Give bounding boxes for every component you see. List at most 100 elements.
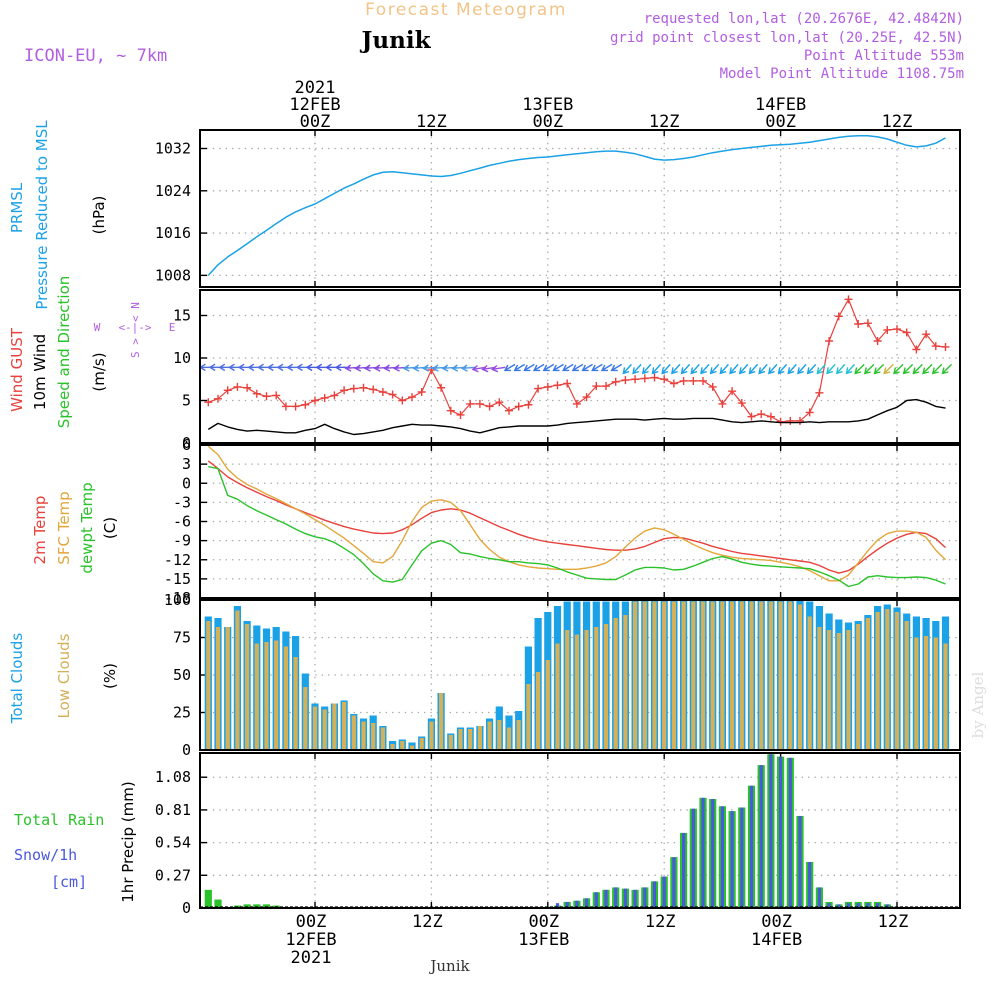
wind-arrow [514,363,526,371]
wind-arrow [807,363,817,374]
precip-unit: 1hr Precip (mm) [119,781,137,902]
wind-unit: (m/s) [90,352,108,391]
gust-marker [572,399,581,408]
snow-bar [643,887,647,908]
wind-arrow-head [777,367,785,375]
wind-arrow-head [471,364,479,373]
gust-marker [718,399,727,408]
gust-marker [902,328,911,337]
snow-bar [652,881,657,908]
snow-bar [749,785,754,908]
low-cloud-bar [361,721,366,750]
wind-arrow-head [460,364,468,372]
snow-bar [788,757,792,908]
low-cloud-bar [594,627,599,750]
low-cloud-bar [924,636,929,750]
y-tick-label: 0 [182,474,191,492]
low-cloud-bar [720,601,725,750]
low-cloud-bar [497,720,502,750]
wind-arrow-head [600,364,608,372]
snow-bar [623,888,627,908]
low-cloud-bar [254,643,259,750]
gust-marker [543,382,552,391]
wind-arrow-head [651,367,659,375]
snow-bar [837,904,841,908]
gust-marker [233,382,242,391]
gust-marker [941,342,950,351]
wind-arrow-head [661,367,669,375]
total-clouds-label: Total Clouds [8,633,26,725]
low-cloud-bar [885,609,890,750]
gust-marker [223,386,232,395]
wind-arrow [922,363,933,374]
wind-arrow-head [218,363,226,372]
wind-arrow-head [893,367,900,375]
gust-marker [466,399,475,408]
wind-arrow [642,363,652,374]
wind-arrow-head [305,363,313,372]
wind-arrow-head [787,367,795,375]
low-cloud-bar [293,657,298,750]
low-cloud-bar [749,601,754,750]
wind-arrow-head [562,364,570,372]
low-cloud-bar [662,601,667,750]
low-cloud-bar [914,637,919,750]
wind-arrow-head [373,364,381,372]
low-cloud-bar [351,715,356,750]
gust-marker [592,382,601,391]
low-cloud-bar [875,612,880,750]
wind-arrow-head [826,367,834,375]
low-cloud-bar [865,618,870,750]
wind-arrow [739,363,749,374]
wind-arrow-head [922,367,930,375]
bottom-time-label: 00Z [296,912,327,932]
y-tick-label: -6 [173,513,191,531]
low-cloud-bar [332,703,337,750]
gust-marker [931,342,940,351]
compass-arrows: <-|-> [118,321,151,334]
pressure-series [207,135,946,276]
wind-arrow-head [503,364,511,372]
wind-arrow-head [700,367,707,375]
y-tick-label: 10 [173,349,191,367]
rain-bar [214,899,222,908]
gust-marker [699,376,707,385]
snow-bar [846,903,851,908]
low-cloud-bar [283,646,288,750]
gust-marker [863,319,872,328]
gust-marker [301,400,310,409]
wind-arrow-head [632,367,640,375]
snow-bar [866,903,870,908]
compass-north: < N [129,302,142,322]
wind-arrow [768,363,778,374]
gust-marker [378,388,387,396]
wind-arrow [601,363,613,371]
low-cloud-bar [613,618,618,750]
wind-arrow-head [873,367,881,375]
wind-arrow [681,363,691,374]
top-time-label: 12Z [882,112,913,132]
snow-bar [565,901,569,908]
wind-arrow-head [354,364,362,372]
y-tick-label: 0.54 [155,834,191,852]
wind-arrow-head [748,367,756,375]
low-cloud-bar [584,630,589,750]
y-tick-label: 0 [182,741,191,759]
wind-arrow-head [571,364,579,372]
gust-marker [524,400,533,409]
gust-marker [340,386,349,395]
wind-arrow [690,363,700,374]
panel-frame [199,752,961,909]
wind-arrow-head [363,364,371,372]
y-tick-label: 6 [182,436,191,454]
top-time-label: 12FEB [289,95,340,115]
wind-arrow-head [334,363,342,372]
bottom-time-label: 14FEB [751,930,802,950]
wind-arrow [553,363,564,371]
wind-arrow-head [738,367,746,375]
y-tick-label: 1008 [155,266,191,284]
gust-marker [349,384,358,393]
wind-arrow-head [247,363,255,372]
y-tick-label: 1024 [155,182,191,200]
